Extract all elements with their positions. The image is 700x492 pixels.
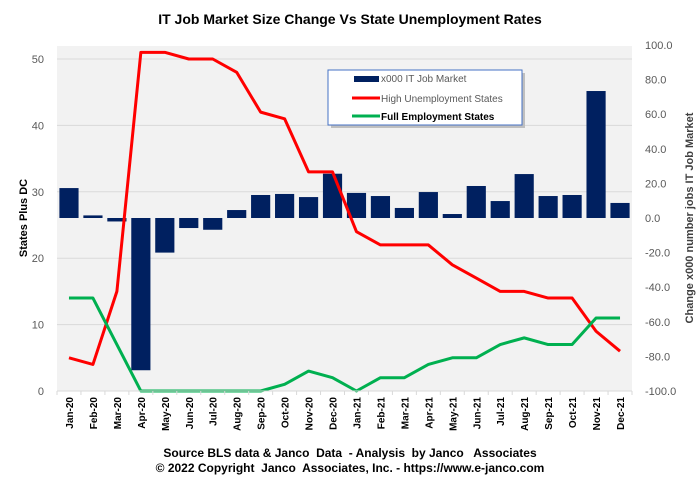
x-tick-label: Dec-20 <box>329 397 340 430</box>
x-tick-label: Feb-20 <box>89 397 100 430</box>
chart-title: IT Job Market Size Change Vs State Unemp… <box>158 11 542 27</box>
x-tick-label: Sep-20 <box>257 397 268 430</box>
bar-it-job-market <box>131 218 151 371</box>
y-right-tick-label: 80.0 <box>645 75 666 87</box>
bar-it-job-market <box>442 214 462 218</box>
bar-it-job-market <box>107 218 127 222</box>
bar-it-job-market <box>562 194 582 218</box>
legend-swatch-bar <box>354 76 379 82</box>
y-right-tick-label: 60.0 <box>645 109 666 121</box>
bar-it-job-market <box>514 174 534 218</box>
bar-it-job-market <box>322 173 343 218</box>
x-tick-label: Jun-21 <box>472 397 483 430</box>
x-tick-label: Oct-20 <box>281 397 292 429</box>
bar-it-job-market <box>490 201 510 218</box>
bar-it-job-market <box>466 185 486 218</box>
x-tick-label: Nov-21 <box>592 397 603 431</box>
bar-it-job-market <box>83 215 103 218</box>
y-left-tick-label: 20 <box>32 253 44 265</box>
bar-it-job-market <box>227 210 247 218</box>
y-left-tick-label: 40 <box>32 120 44 132</box>
bar-it-job-market <box>275 193 295 218</box>
y-axis-right-label: Change x000 number jobs IT Job Market <box>684 112 696 323</box>
y-right-tick-label: 40.0 <box>645 144 666 156</box>
x-tick-label: Nov-20 <box>305 397 316 431</box>
bar-it-job-market <box>418 192 438 218</box>
x-tick-label: Apr-20 <box>137 397 148 429</box>
line-high-unemployment-states <box>68 50 621 366</box>
legend: x000 IT Job Market High Unemployment Sta… <box>327 69 525 128</box>
x-tick-label: Aug-20 <box>233 397 244 431</box>
bar-it-job-market <box>203 218 223 230</box>
bar-it-job-market <box>370 196 391 218</box>
bar-it-job-market <box>538 196 558 218</box>
x-tick-label: Jun-20 <box>185 397 196 430</box>
y-right-tick-label: 100.0 <box>645 40 673 52</box>
y-axis-right: -100.0 -80.0 -60.0 -40.0 -20.0 0.0 20.0 40.0 60.… <box>645 40 676 398</box>
bar-it-job-market <box>179 218 199 229</box>
y-left-tick-label: 0 <box>38 386 44 398</box>
y-right-tick-label: -60.0 <box>645 317 670 329</box>
bar-it-job-market <box>155 218 175 253</box>
x-tick-label: Mar-21 <box>400 397 411 430</box>
bar-it-job-market <box>298 197 319 218</box>
legend-label-it-job-market: x000 IT Job Market <box>381 74 467 85</box>
footer-source: Source BLS data & Janco Data - Analysis … <box>163 446 537 460</box>
x-tick-label: Jan-20 <box>65 397 76 429</box>
legend-label-high-unemployment: High Unemployment States <box>381 94 503 105</box>
y-axis-left: 0 10 20 30 40 50 <box>32 54 44 398</box>
x-tick-label: Feb-21 <box>376 397 387 430</box>
bar-it-job-market <box>586 91 606 218</box>
x-tick-label: Sep-21 <box>544 397 555 430</box>
y-right-tick-label: -40.0 <box>645 282 670 294</box>
legend-label-full-employment: Full Employment States <box>381 112 495 123</box>
y-right-tick-label: -80.0 <box>645 351 670 363</box>
x-tick-label: Jan-21 <box>352 397 363 429</box>
bar-it-job-market <box>394 207 414 218</box>
x-tick-label: May-21 <box>448 397 459 431</box>
x-tick-label: Aug-21 <box>520 397 531 431</box>
y-right-tick-label: -20.0 <box>645 248 670 260</box>
x-tick-label: Oct-21 <box>568 397 579 429</box>
bar-it-job-market <box>251 194 271 218</box>
x-tick-label: Apr-21 <box>424 397 435 429</box>
y-left-tick-label: 50 <box>32 54 44 66</box>
x-tick-label: Mar-20 <box>113 397 124 430</box>
bar-it-job-market <box>59 188 79 218</box>
y-right-tick-label: 0.0 <box>645 213 660 225</box>
bar-it-job-market <box>610 202 630 218</box>
y-left-tick-label: 10 <box>32 320 44 332</box>
x-tick-label: Jul-20 <box>209 397 220 426</box>
y-right-tick-label: 20.0 <box>645 178 666 190</box>
x-tick-label: Jul-21 <box>496 397 507 426</box>
bar-it-job-market <box>346 192 367 218</box>
footer-copyright: © 2022 Copyright Janco Associates, Inc. … <box>156 461 545 475</box>
x-tick-label: May-20 <box>161 397 172 431</box>
x-axis: Jan-20 Feb-20 Mar-20 Apr-20 May-20 Jun-20 Jul-… <box>56 390 633 431</box>
x-tick-label: Dec-21 <box>616 397 627 430</box>
y-left-tick-label: 30 <box>32 187 44 199</box>
bar-series <box>59 91 630 371</box>
y-right-tick-label: -100.0 <box>645 386 676 398</box>
y-axis-left-label: States Plus DC <box>18 179 30 257</box>
